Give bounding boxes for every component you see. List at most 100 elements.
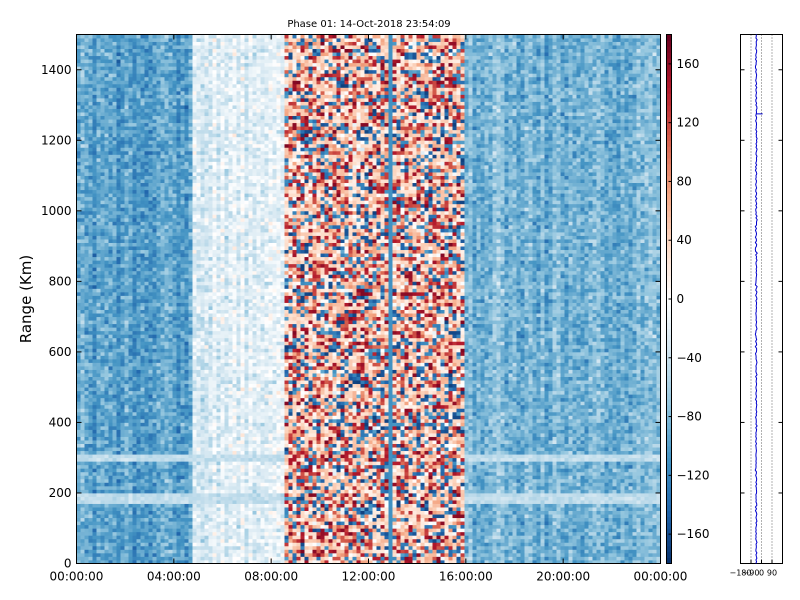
heatmap-cell [109, 338, 113, 342]
heatmap-cell [85, 486, 89, 490]
heatmap-cell [109, 87, 113, 91]
heatmap-cell [125, 109, 129, 113]
heatmap-cell [85, 102, 89, 106]
heatmap-cell [149, 306, 153, 310]
heatmap-cell [93, 228, 97, 232]
heatmap-cell [101, 49, 105, 53]
heatmap-cell [185, 419, 189, 423]
heatmap-cell [177, 102, 181, 106]
heatmap-cell [137, 77, 141, 81]
heatmap-cell [177, 556, 181, 560]
heatmap-cell [157, 190, 161, 194]
heatmap-cell [145, 218, 149, 222]
heatmap-cell [153, 186, 157, 190]
heatmap-cell [137, 546, 141, 550]
heatmap-cell [129, 73, 133, 77]
heatmap-cell [169, 500, 173, 504]
heatmap-cell [193, 49, 197, 53]
heatmap-cell [145, 221, 149, 225]
heatmap-cell [145, 211, 149, 215]
heatmap-cell [185, 91, 189, 95]
heatmap-cell [201, 299, 205, 303]
heatmap-cell [137, 151, 141, 155]
heatmap-cell [173, 310, 177, 314]
heatmap-cell [113, 116, 117, 120]
heatmap-cell [197, 528, 201, 532]
heatmap-cell [121, 324, 125, 328]
heatmap-cell [129, 257, 133, 261]
heatmap-cell [105, 285, 109, 289]
heatmap-cell [149, 324, 153, 328]
heatmap-cell [149, 123, 153, 127]
heatmap-cell [93, 154, 97, 158]
heatmap-cell [109, 91, 113, 95]
heatmap-cell [161, 228, 165, 232]
heatmap-cell [197, 380, 201, 384]
heatmap-cell [109, 549, 113, 553]
heatmap-cell [109, 422, 113, 426]
heatmap-cell [185, 362, 189, 366]
heatmap-cell [185, 253, 189, 257]
heatmap-cell [113, 384, 117, 388]
heatmap-cell [125, 447, 129, 451]
heatmap-cell [85, 313, 89, 317]
heatmap-cell [109, 278, 113, 282]
heatmap-cell [145, 387, 149, 391]
heatmap-cell [77, 310, 81, 314]
heatmap-cell [173, 63, 177, 67]
heatmap-cell [197, 398, 201, 402]
heatmap-cell [129, 539, 133, 543]
heatmap-cell [201, 250, 205, 254]
heatmap-cell [121, 295, 125, 299]
heatmap-cell [141, 161, 145, 165]
heatmap-cell [125, 73, 129, 77]
heatmap-cell [181, 482, 185, 486]
heatmap-cell [121, 507, 125, 511]
heatmap-cell [169, 70, 173, 74]
heatmap-cell [157, 186, 161, 190]
heatmap-cell [77, 183, 81, 187]
heatmap-cell [125, 66, 129, 70]
heatmap-cell [177, 200, 181, 204]
heatmap-cell [189, 218, 193, 222]
heatmap-cell [157, 362, 161, 366]
heatmap-cell [157, 313, 161, 317]
heatmap-cell [153, 228, 157, 232]
heatmap-cell [77, 539, 81, 543]
heatmap-cell [205, 98, 209, 102]
heatmap-cell [129, 183, 133, 187]
heatmap-cell [97, 525, 101, 529]
heatmap-cell [201, 387, 205, 391]
heatmap-cell [117, 479, 121, 483]
heatmap-cell [197, 444, 201, 448]
heatmap-cell [141, 352, 145, 356]
heatmap-cell [97, 482, 101, 486]
heatmap-cell [149, 42, 153, 46]
heatmap-cell [145, 49, 149, 53]
heatmap-cell [165, 257, 169, 261]
heatmap-cell [77, 447, 81, 451]
heatmap-cell [177, 440, 181, 444]
heatmap-cell [165, 91, 169, 95]
heatmap-cell [109, 154, 113, 158]
heatmap-cell [189, 426, 193, 430]
heatmap-cell [161, 394, 165, 398]
heatmap-cell [149, 528, 153, 532]
heatmap-cell [89, 303, 93, 307]
heatmap-cell [189, 193, 193, 197]
heatmap-cell [113, 73, 117, 77]
heatmap-cell [153, 306, 157, 310]
heatmap-cell [209, 504, 213, 508]
heatmap-cell [89, 472, 93, 476]
heatmap-cell [185, 507, 189, 511]
heatmap-cell [121, 514, 125, 518]
heatmap-cell [113, 239, 117, 243]
heatmap-cell [93, 454, 97, 458]
heatmap-cell [149, 320, 153, 324]
heatmap-cell [173, 429, 177, 433]
heatmap-cell [101, 228, 105, 232]
heatmap-cell [117, 408, 121, 412]
heatmap-cell [97, 468, 101, 472]
heatmap-cell [173, 91, 177, 95]
heatmap-cell [209, 496, 213, 500]
